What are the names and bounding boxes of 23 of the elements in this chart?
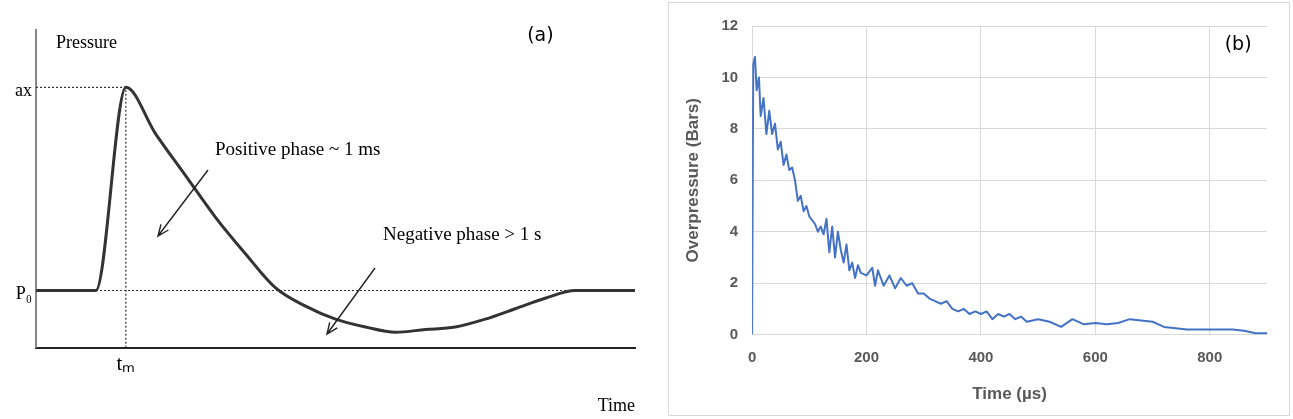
x-tick-label: 600 xyxy=(1082,347,1108,365)
y-axis-title: Overpressure (Bars) xyxy=(682,98,702,263)
y-tick-label: 6 xyxy=(729,170,739,188)
y-tick-label: 4 xyxy=(729,221,739,239)
x-tick-label: 0 xyxy=(747,347,757,365)
y-axis-title: Pressure xyxy=(56,32,117,52)
text: tₘ xyxy=(116,350,136,375)
y-tick-label: 12 xyxy=(721,16,739,34)
y-tick-label: 8 xyxy=(729,119,739,137)
x-tick-label: 400 xyxy=(968,347,994,365)
x-axis-title: Time (µs) xyxy=(972,384,1047,404)
text: (a) xyxy=(527,23,554,46)
annotation: (b) xyxy=(1224,31,1252,54)
annotation: Positive phase ~ 1 ms xyxy=(215,138,381,160)
x-tick-label: 200 xyxy=(853,347,880,365)
ref-line-label: P₀ xyxy=(15,283,32,304)
y-tick-label: 0 xyxy=(729,324,739,342)
annotation: Negative phase > 1 s xyxy=(383,223,542,245)
x-axis-title: Time xyxy=(597,395,635,415)
y-tick-label: 10 xyxy=(721,67,739,85)
x-tick-label: 800 xyxy=(1197,347,1223,365)
y-tick-label: 2 xyxy=(729,273,739,291)
ref-line-label: ax xyxy=(15,80,32,101)
